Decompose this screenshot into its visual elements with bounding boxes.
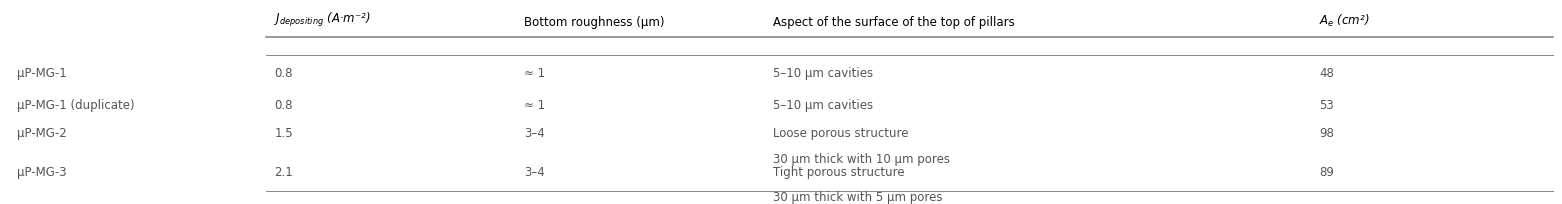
Text: 2.1: 2.1 xyxy=(275,166,294,179)
Text: μP-MG-2: μP-MG-2 xyxy=(17,128,67,141)
Text: 5–10 μm cavities: 5–10 μm cavities xyxy=(773,67,873,80)
Text: Bottom roughness (μm): Bottom roughness (μm) xyxy=(523,16,664,29)
Text: Loose porous structure: Loose porous structure xyxy=(773,128,909,141)
Text: 0.8: 0.8 xyxy=(275,67,292,80)
Text: 30 μm thick with 10 μm pores: 30 μm thick with 10 μm pores xyxy=(773,153,950,166)
Text: 98: 98 xyxy=(1318,128,1334,141)
Text: μP-MG-3: μP-MG-3 xyxy=(17,166,67,179)
Text: Aspect of the surface of the top of pillars: Aspect of the surface of the top of pill… xyxy=(773,16,1015,29)
Text: ≈ 1: ≈ 1 xyxy=(523,99,545,112)
Text: 1.5: 1.5 xyxy=(275,128,294,141)
Text: $A_{\mathregular{e}}$ (cm²): $A_{\mathregular{e}}$ (cm²) xyxy=(1318,13,1370,29)
Text: 3–4: 3–4 xyxy=(523,128,545,141)
Text: 30 μm thick with 5 μm pores: 30 μm thick with 5 μm pores xyxy=(773,191,943,204)
Text: 3–4: 3–4 xyxy=(523,166,545,179)
Text: μP-MG-1: μP-MG-1 xyxy=(17,67,67,80)
Text: 48: 48 xyxy=(1318,67,1334,80)
Text: 53: 53 xyxy=(1318,99,1334,112)
Text: Tight porous structure: Tight porous structure xyxy=(773,166,904,179)
Text: 0.8: 0.8 xyxy=(275,99,292,112)
Text: ≈ 1: ≈ 1 xyxy=(523,67,545,80)
Text: 89: 89 xyxy=(1318,166,1334,179)
Text: μP-MG-1 (duplicate): μP-MG-1 (duplicate) xyxy=(17,99,134,112)
Text: 5–10 μm cavities: 5–10 μm cavities xyxy=(773,99,873,112)
Text: $J_{\mathregular{depositing}}$ (A·m⁻²): $J_{\mathregular{depositing}}$ (A·m⁻²) xyxy=(275,11,370,29)
